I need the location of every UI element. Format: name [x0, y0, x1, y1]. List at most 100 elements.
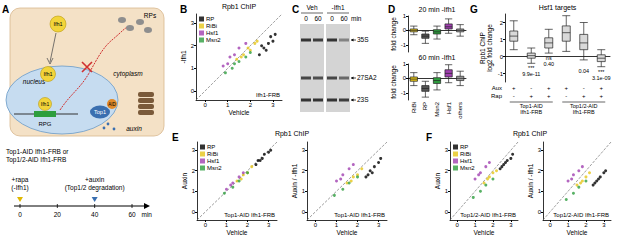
svg-text:3: 3 — [602, 222, 606, 228]
svg-text:Aux: Aux — [492, 85, 502, 91]
svg-text:2: 2 — [249, 102, 253, 108]
svg-text:3: 3 — [191, 20, 195, 26]
svg-text:0: 0 — [445, 209, 449, 215]
svg-text:3: 3 — [445, 147, 449, 153]
svg-text:Vehicle: Vehicle — [337, 229, 358, 236]
svg-text:+: + — [529, 93, 533, 99]
svg-text:20 min -Ifh1: 20 min -Ifh1 — [419, 6, 456, 13]
svg-text:3: 3 — [271, 102, 275, 108]
svg-text:C: C — [292, 4, 299, 15]
svg-text:1: 1 — [302, 188, 306, 194]
svg-text:Ifh1: Ifh1 — [41, 101, 50, 107]
svg-text:2: 2 — [500, 20, 504, 26]
svg-text:Hsf1: Hsf1 — [207, 158, 220, 164]
svg-text:Auxin: Auxin — [434, 172, 441, 189]
svg-text:2: 2 — [246, 222, 250, 228]
svg-text:RiBi: RiBi — [207, 151, 218, 157]
svg-text:3: 3 — [192, 147, 196, 153]
svg-text:0.40: 0.40 — [543, 61, 554, 67]
svg-text:60: 60 — [340, 15, 348, 22]
svg-text:3: 3 — [267, 222, 271, 228]
svg-text:0: 0 — [330, 15, 334, 22]
svg-text:3.1e-09: 3.1e-09 — [592, 75, 611, 81]
svg-text:Top1-AID Ifh1-FRB: Top1-AID Ifh1-FRB — [224, 212, 275, 218]
svg-text:min: min — [351, 15, 362, 22]
svg-text:Top1/2-AID Ifh1-FRB: Top1/2-AID Ifh1-FRB — [460, 212, 516, 218]
svg-text:1: 1 — [566, 222, 570, 228]
svg-text:log2 fold change: log2 fold change — [486, 24, 494, 72]
svg-text:1: 1 — [445, 188, 449, 194]
svg-text:E: E — [172, 132, 179, 143]
svg-text:0: 0 — [403, 27, 407, 33]
svg-text:0: 0 — [538, 209, 542, 215]
svg-text:RP: RP — [206, 16, 214, 22]
svg-text:27SA2: 27SA2 — [357, 74, 377, 81]
svg-text:Auxin / -Ifh1: Auxin / -Ifh1 — [527, 163, 534, 198]
svg-text:Top1: Top1 — [94, 109, 106, 115]
svg-text:RPG: RPG — [38, 121, 51, 127]
svg-text:0: 0 — [455, 222, 459, 228]
svg-text:1: 1 — [403, 61, 407, 67]
svg-text:1: 1 — [403, 13, 407, 19]
svg-text:+: + — [547, 85, 551, 91]
svg-text:Hsf1: Hsf1 — [446, 101, 452, 114]
svg-text:RiBi: RiBi — [411, 102, 417, 113]
svg-text:-Ifh1: -Ifh1 — [331, 4, 344, 11]
svg-text:RiBi: RiBi — [206, 23, 217, 29]
svg-text:A: A — [2, 4, 9, 15]
svg-text:-: - — [530, 85, 532, 91]
svg-text:2: 2 — [302, 168, 306, 174]
svg-text:Ifh1-FRB: Ifh1-FRB — [573, 109, 595, 115]
svg-text:Auxin / -Ifh1: Auxin / -Ifh1 — [291, 163, 298, 198]
svg-text:0: 0 — [403, 75, 407, 81]
svg-text:(Top1/2 degradation): (Top1/2 degradation) — [65, 184, 125, 192]
svg-text:Ifh1-FRB: Ifh1-FRB — [520, 109, 542, 115]
svg-text:-: - — [513, 93, 515, 99]
svg-text:2: 2 — [538, 168, 542, 174]
svg-text:RP: RP — [460, 144, 468, 150]
svg-text:3: 3 — [538, 147, 542, 153]
svg-text:1: 1 — [192, 188, 196, 194]
svg-text:Vehicle: Vehicle — [474, 229, 495, 236]
svg-text:3: 3 — [377, 222, 381, 228]
svg-text:60: 60 — [128, 211, 136, 218]
svg-text:0.04: 0.04 — [578, 68, 589, 74]
svg-text:2: 2 — [356, 222, 360, 228]
svg-text:Hsf1: Hsf1 — [460, 158, 473, 164]
svg-text:35S: 35S — [357, 36, 369, 43]
svg-text:(-Ifh1): (-Ifh1) — [11, 184, 28, 192]
svg-text:0: 0 — [304, 15, 308, 22]
svg-text:Hsf1 targets: Hsf1 targets — [539, 4, 577, 12]
svg-text:+: + — [599, 93, 603, 99]
svg-text:Auxin: Auxin — [181, 172, 188, 189]
svg-text:auxin: auxin — [126, 125, 142, 132]
svg-text:Ifh1: Ifh1 — [53, 21, 62, 27]
svg-text:Vehicle: Vehicle — [229, 109, 250, 116]
svg-text:40: 40 — [91, 211, 99, 218]
svg-text:Vehicle: Vehicle — [567, 229, 588, 236]
svg-text:Vehicle: Vehicle — [227, 229, 248, 236]
svg-text:AID: AID — [108, 102, 116, 107]
svg-text:Msn2: Msn2 — [460, 165, 475, 171]
svg-text:Msn2: Msn2 — [207, 165, 222, 171]
svg-text:2: 2 — [445, 168, 449, 174]
svg-text:3: 3 — [302, 147, 306, 153]
svg-text:1: 1 — [473, 222, 477, 228]
svg-text:+: + — [512, 85, 516, 91]
svg-text:RP: RP — [422, 102, 428, 110]
svg-text:-1: -1 — [401, 42, 407, 48]
svg-text:-1: -1 — [498, 71, 504, 77]
svg-text:-: - — [565, 93, 567, 99]
svg-text:0: 0 — [18, 211, 22, 218]
svg-text:-1: -1 — [401, 90, 407, 96]
svg-text:0: 0 — [302, 209, 306, 215]
svg-text:Top1/2-AID Ifh1-FRB: Top1/2-AID Ifh1-FRB — [553, 212, 609, 218]
svg-text:20: 20 — [54, 211, 62, 218]
svg-text:+: + — [582, 93, 586, 99]
svg-text:23S: 23S — [357, 96, 369, 103]
svg-text:1: 1 — [538, 188, 542, 194]
svg-text:cytoplasm: cytoplasm — [113, 70, 143, 78]
svg-text:1: 1 — [225, 222, 229, 228]
svg-text:2: 2 — [584, 222, 588, 228]
svg-text:+auxin: +auxin — [85, 176, 105, 183]
